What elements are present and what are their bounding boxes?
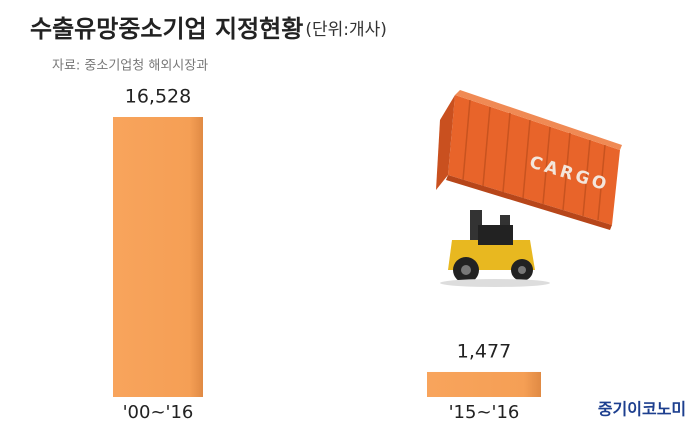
title-unit: (단위:개사) (305, 20, 387, 40)
chart-title: 수출유망중소기업 지정현황 (단위:개사) (30, 15, 387, 43)
bar (113, 117, 203, 397)
value-label: 1,477 (457, 340, 511, 362)
chart-subtitle: 자료: 중소기업청 해외시장과 (52, 59, 208, 74)
x-tick-label: '00~'16 (123, 402, 194, 423)
illustration: CARGO (436, 90, 622, 287)
x-tick-label: '15~'16 (449, 402, 520, 423)
value-label: 16,528 (125, 86, 191, 108)
brand-logo: 중기이코노미 (598, 400, 686, 419)
bar (427, 371, 541, 397)
title-main: 수출유망중소기업 지정현황 (30, 15, 303, 43)
